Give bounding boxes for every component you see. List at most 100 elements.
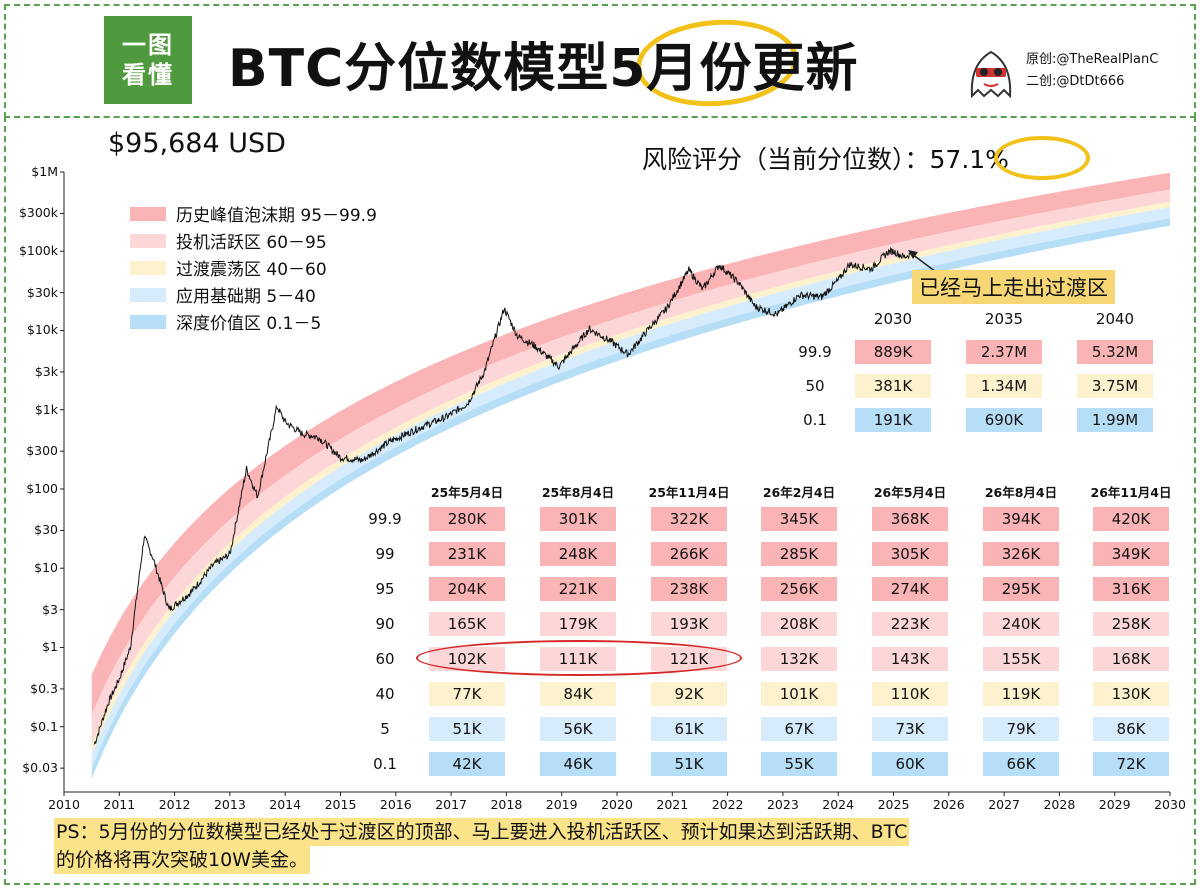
short-col-header: 26年11月4日 xyxy=(1090,485,1172,500)
short-cell: 223K xyxy=(872,612,948,636)
long-cell: 889K xyxy=(855,340,931,364)
short-cell: 51K xyxy=(651,752,727,776)
short-col-header: 25年11月4日 xyxy=(648,485,730,500)
short-cell: 266K xyxy=(651,542,727,566)
band-speculative xyxy=(91,189,1171,745)
short-row-label: 90 xyxy=(375,615,395,633)
x-tick-label: 2013 xyxy=(213,797,246,812)
legend-item: 深度价值区 0.1－5 xyxy=(130,308,377,335)
y-tick-label: $0.3 xyxy=(30,680,58,696)
chart-legend: 历史峰值泡沫期 95－99.9 投机活跃区 60－95 过渡震荡区 40－60 应用基… xyxy=(130,200,377,335)
short-row-label: 0.1 xyxy=(373,755,397,773)
short-col-header: 26年8月4日 xyxy=(984,485,1058,500)
short-row-label: 60 xyxy=(375,650,395,668)
risk-score: 风险评分（当前分位数）：57.1% xyxy=(642,140,1009,176)
short-cell: 221K xyxy=(540,577,616,601)
x-tick-label: 2018 xyxy=(490,797,523,812)
annotation-arrow-icon xyxy=(908,250,937,273)
legend-label: 应用基础期 5－40 xyxy=(176,287,316,307)
long-cell: 1.34M xyxy=(966,374,1042,398)
long-row-label: 99.9 xyxy=(798,343,832,361)
short-cell: 42K xyxy=(429,752,505,776)
legend-swatch xyxy=(130,233,166,248)
y-tick-label: $3k xyxy=(34,363,58,379)
x-tick-label: 2028 xyxy=(1043,797,1076,812)
short-col-header: 25年5月4日 xyxy=(430,485,504,500)
long-cell: 690K xyxy=(966,408,1042,432)
short-cell: 322K xyxy=(651,507,727,531)
legend-swatch xyxy=(130,206,166,221)
long-cell: 381K xyxy=(855,374,931,398)
short-cell: 204K xyxy=(429,577,505,601)
legend-swatch xyxy=(130,314,166,329)
legend-item: 过渡震荡区 40－60 xyxy=(130,254,377,281)
x-tick-label: 2015 xyxy=(324,797,357,812)
band-peak xyxy=(91,172,1171,716)
legend-swatch xyxy=(130,287,166,302)
x-tick-label: 2021 xyxy=(656,797,689,812)
current-price: $95,684 USD xyxy=(108,128,286,159)
logo-line2: 看懂 xyxy=(122,61,174,89)
short-cell: 46K xyxy=(540,752,616,776)
short-cell: 345K xyxy=(761,507,837,531)
y-tick-label: $30 xyxy=(34,522,58,538)
x-tick-label: 2025 xyxy=(877,797,910,812)
y-tick-label: $1k xyxy=(34,401,58,417)
x-tick-label: 2016 xyxy=(379,797,412,812)
short-cell: 305K xyxy=(872,542,948,566)
short-cell: 79K xyxy=(983,717,1059,741)
short-cell: 274K xyxy=(872,577,948,601)
highlight-ring-60 xyxy=(416,640,742,676)
short-cell: 92K xyxy=(651,682,727,706)
short-cell: 67K xyxy=(761,717,837,741)
short-cell: 77K xyxy=(429,682,505,706)
logo-line1: 一图 xyxy=(122,31,174,59)
legend-label: 深度价值区 0.1－5 xyxy=(176,314,322,334)
short-cell: 258K xyxy=(1093,612,1169,636)
y-tick-label: $300 xyxy=(26,443,58,459)
long-cell: 5.32M xyxy=(1077,340,1153,364)
short-row-label: 99 xyxy=(375,545,395,563)
short-cell: 168K xyxy=(1093,647,1169,671)
short-cell: 285K xyxy=(761,542,837,566)
y-tick-label: $0.03 xyxy=(22,760,58,776)
short-cell: 56K xyxy=(540,717,616,741)
short-cell: 193K xyxy=(651,612,727,636)
short-col-header: 26年5月4日 xyxy=(873,485,947,500)
credit-secondary: 二创:@DtDt666 xyxy=(1026,74,1125,89)
short-cell: 132K xyxy=(761,647,837,671)
short-row-label: 99.9 xyxy=(368,510,402,528)
legend-label: 历史峰值泡沫期 95－99.9 xyxy=(176,206,377,226)
short-cell: 301K xyxy=(540,507,616,531)
long-col-header: 2030 xyxy=(873,310,913,328)
x-tick-label: 2012 xyxy=(158,797,191,812)
short-cell: 60K xyxy=(872,752,948,776)
x-tick-label: 2029 xyxy=(1098,797,1131,812)
short-col-header: 26年2月4日 xyxy=(762,485,836,500)
legend-item: 投机活跃区 60－95 xyxy=(130,227,377,254)
short-cell: 72K xyxy=(1093,752,1169,776)
y-tick-label: $3 xyxy=(42,601,58,617)
long-row-label: 0.1 xyxy=(803,411,827,429)
x-tick-label: 2017 xyxy=(435,797,467,812)
short-cell: 280K xyxy=(429,507,505,531)
short-cell: 110K xyxy=(872,682,948,706)
short-cell: 119K xyxy=(983,682,1059,706)
chart-frame xyxy=(4,116,1196,885)
y-tick-label: $100 xyxy=(26,480,58,496)
y-tick-label: $1M xyxy=(31,164,58,179)
short-cell: 179K xyxy=(540,612,616,636)
long-cell: 3.75M xyxy=(1077,374,1153,398)
short-cell: 238K xyxy=(651,577,727,601)
x-tick-label: 2020 xyxy=(601,797,633,812)
y-tick-label: $1 xyxy=(42,639,58,655)
y-tick-label: $10k xyxy=(26,322,58,338)
short-cell: 231K xyxy=(429,542,505,566)
credit-original: 原创:@TheRealPlanC xyxy=(1026,52,1159,67)
short-row-label: 95 xyxy=(375,580,395,598)
x-tick-label: 2011 xyxy=(103,797,136,812)
short-cell: 326K xyxy=(983,542,1059,566)
short-cell: 240K xyxy=(983,612,1059,636)
x-tick-label: 2026 xyxy=(932,797,965,812)
y-tick-label: $30k xyxy=(26,284,58,300)
